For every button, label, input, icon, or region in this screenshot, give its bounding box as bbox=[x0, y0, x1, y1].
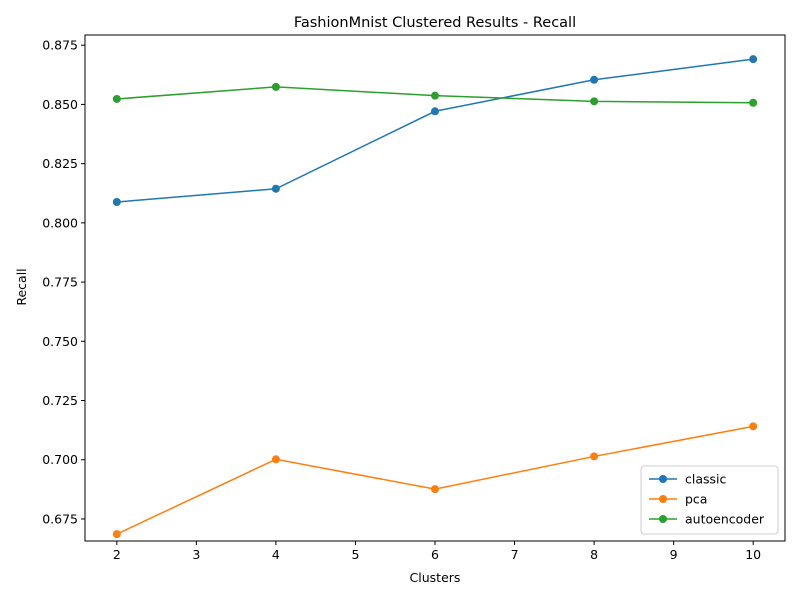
legend-entry-autoencoder: autoencoder bbox=[649, 512, 765, 527]
y-tick-label: 0.850 bbox=[42, 97, 78, 112]
data-point-pca bbox=[271, 455, 280, 464]
legend-swatch-marker bbox=[659, 495, 667, 503]
x-tick-label: 2 bbox=[113, 547, 121, 562]
y-axis-ticks: 0.675 0.700 0.725 0.750 0.775 0.800 0.825 0.850… bbox=[42, 38, 85, 526]
legend: classic pca autoencoder bbox=[640, 465, 779, 535]
y-tick-label: 0.700 bbox=[42, 452, 78, 467]
chart-title: FashionMnist Clustered Results - Recall bbox=[294, 15, 576, 31]
x-tick-label: 4 bbox=[272, 547, 280, 562]
series-layer bbox=[112, 55, 758, 539]
data-point-autoencoder bbox=[431, 91, 439, 100]
data-point-autoencoder bbox=[271, 82, 280, 91]
x-tick-label: 10 bbox=[745, 547, 761, 562]
y-tick-label: 0.750 bbox=[42, 334, 78, 349]
series-autoencoder bbox=[112, 82, 758, 107]
data-point-classic bbox=[590, 75, 599, 84]
y-axis-label: Recall bbox=[14, 268, 29, 305]
data-point-pca bbox=[431, 485, 439, 494]
y-tick-label: 0.825 bbox=[42, 156, 78, 171]
y-tick-label: 0.800 bbox=[42, 215, 78, 230]
data-point-autoencoder bbox=[590, 97, 599, 106]
legend-box bbox=[640, 465, 779, 535]
data-point-classic bbox=[431, 107, 439, 116]
data-point-pca bbox=[749, 422, 758, 431]
y-tick-label: 0.775 bbox=[42, 275, 78, 290]
x-tick-label: 8 bbox=[590, 547, 598, 562]
legend-entry-classic: classic bbox=[649, 472, 727, 487]
data-point-classic bbox=[271, 184, 280, 193]
data-point-autoencoder bbox=[749, 98, 758, 107]
y-tick-label: 0.675 bbox=[42, 511, 78, 526]
x-axis-ticks: 2 3 4 5 6 7 8 9 10 bbox=[113, 541, 761, 562]
series-pca bbox=[112, 422, 758, 539]
y-tick-label: 0.875 bbox=[42, 38, 78, 53]
y-tick-label: 0.725 bbox=[42, 393, 78, 408]
x-tick-label: 7 bbox=[511, 547, 519, 562]
legend-label: classic bbox=[685, 472, 727, 487]
legend-swatch-marker bbox=[659, 475, 667, 483]
x-tick-label: 3 bbox=[192, 547, 200, 562]
data-point-autoencoder bbox=[112, 94, 121, 103]
data-point-pca bbox=[112, 530, 121, 539]
x-tick-label: 6 bbox=[431, 547, 439, 562]
legend-label: autoencoder bbox=[685, 512, 765, 527]
data-point-classic bbox=[112, 198, 121, 207]
x-tick-label: 5 bbox=[351, 547, 359, 562]
data-point-pca bbox=[590, 452, 599, 461]
series-classic bbox=[112, 55, 758, 207]
data-point-classic bbox=[749, 55, 758, 64]
legend-swatch-marker bbox=[659, 515, 667, 523]
legend-label: pca bbox=[685, 492, 707, 507]
x-tick-label: 9 bbox=[670, 547, 678, 562]
legend-entry-pca: pca bbox=[649, 492, 707, 507]
x-axis-label: Clusters bbox=[410, 570, 461, 585]
